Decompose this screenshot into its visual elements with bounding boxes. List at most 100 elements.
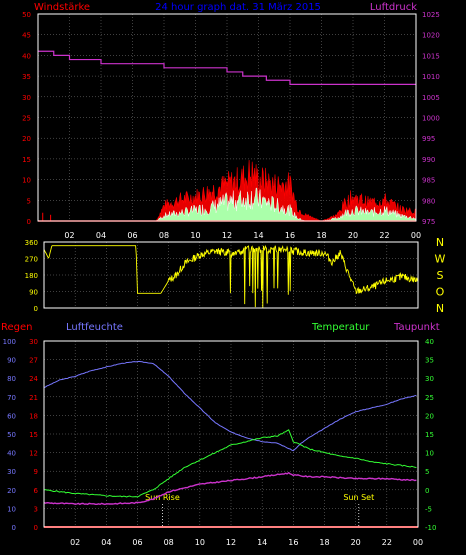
humidity-line [43, 360, 417, 452]
temperature-tick-label: 20 [425, 412, 434, 420]
rain-tick-label: 24 [29, 375, 38, 383]
temp-humidity-x-axis-labels: 02 04 06 08 10 12 14 16 18 20 22 00 [70, 538, 423, 547]
pressure-tick-label: 975 [422, 218, 435, 226]
temp-x-tick-label: 06 [132, 538, 142, 547]
direction-tick-label: 270 [25, 256, 38, 264]
temp-x-tick-label: 18 [319, 538, 329, 547]
wind-x-tick-label: 20 [348, 231, 358, 240]
temperature-tick-label: 5 [425, 468, 429, 476]
humidity-tick-label: 80 [7, 375, 16, 383]
temp-x-tick-label: 12 [226, 538, 236, 547]
rain-tick-label: 0 [34, 524, 38, 532]
humidity-tick-label: 50 [7, 431, 16, 439]
rain-tick-label: 27 [29, 357, 38, 365]
temp-x-tick-label: 02 [70, 538, 80, 547]
wind-pressure-grid [38, 14, 416, 221]
wind-tick-label: 25 [22, 115, 31, 123]
direction-tick-label: 180 [25, 272, 38, 280]
wind-tick-label: 15 [22, 156, 31, 164]
wind-axis-title: Windstärke [34, 2, 90, 13]
temp-humidity-frame [43, 340, 419, 528]
humidity-tick-label: 70 [7, 394, 16, 402]
pressure-tick-label: 1020 [422, 32, 440, 40]
temp-humidity-grid [44, 341, 418, 527]
pressure-right-axis-labels: 975 980 985 990 995 1000 1005 1010 1015 1020 1025 [422, 11, 440, 226]
humidity-tick-label: 60 [7, 412, 16, 420]
direction-tick-label: 0 [34, 305, 38, 313]
temperature-line [43, 429, 417, 498]
temp-x-tick-label: 14 [257, 538, 267, 547]
wind-tick-label: 45 [22, 32, 31, 40]
temperature-tick-label: 10 [425, 450, 434, 458]
wind-x-tick-label: 10 [190, 231, 200, 240]
temp-x-tick-label: 00 [413, 538, 423, 547]
temp-x-tick-label: 04 [101, 538, 111, 547]
rain-axis-labels: 0 3 6 9 12 15 18 21 24 27 30 [29, 338, 38, 532]
humidity-tick-label: 100 [3, 338, 16, 346]
temp-x-tick-label: 16 [288, 538, 298, 547]
dewpoint-line [43, 471, 417, 506]
rain-tick-label: 6 [34, 487, 39, 495]
wind-x-tick-label: 12 [222, 231, 232, 240]
rain-tick-label: 21 [29, 394, 38, 402]
rain-tick-label: 18 [29, 412, 38, 420]
temperature-legend-label: Temperatur [311, 322, 370, 333]
compass-label: W [435, 253, 446, 266]
wind-tick-label: 35 [22, 73, 31, 81]
temperature-tick-label: -10 [425, 524, 436, 532]
pressure-tick-label: 1025 [422, 11, 440, 19]
temp-x-tick-label: 08 [164, 538, 174, 547]
wind-x-tick-label: 18 [316, 231, 326, 240]
wind-tick-label: 10 [22, 177, 31, 185]
pressure-axis-title: Luftdruck [370, 2, 417, 13]
wind-x-tick-label: 06 [127, 231, 137, 240]
temperature-tick-label: -5 [425, 505, 432, 513]
wind-x-tick-label: 00 [411, 231, 421, 240]
direction-tick-label: 360 [25, 239, 38, 247]
pressure-line [38, 50, 416, 85]
humidity-tick-label: 20 [7, 487, 16, 495]
direction-tick-label: 90 [29, 289, 38, 297]
wind-tick-label: 5 [27, 197, 31, 205]
wind-tick-label: 40 [22, 52, 31, 60]
wind-x-tick-label: 02 [64, 231, 74, 240]
wind-x-tick-label: 04 [96, 231, 106, 240]
chart-title: 24 hour graph dat. 31 März 2015 [155, 2, 321, 13]
temperature-tick-label: 30 [425, 375, 434, 383]
rain-tick-label: 30 [29, 338, 38, 346]
wind-pressure-frame [37, 13, 417, 222]
compass-label: N [436, 236, 444, 249]
compass-label: S [437, 269, 444, 282]
humidity-tick-label: 0 [12, 524, 16, 532]
rain-tick-label: 12 [29, 450, 38, 458]
wind-tick-label: 20 [22, 135, 31, 143]
temperature-tick-label: 40 [425, 338, 434, 346]
humidity-tick-label: 90 [7, 357, 16, 365]
pressure-tick-label: 985 [422, 177, 435, 185]
humidity-axis-labels: 0 10 20 30 40 50 60 70 80 90 100 [3, 338, 16, 532]
pressure-tick-label: 990 [422, 156, 435, 164]
temp-x-tick-label: 22 [382, 538, 392, 547]
humidity-tick-label: 10 [7, 505, 16, 513]
rain-tick-label: 15 [29, 431, 38, 439]
direction-left-axis-labels: 0 90 180 270 360 [25, 239, 38, 313]
wind-tick-label: 50 [22, 11, 31, 19]
wind-pressure-x-axis-labels: 02 04 06 08 10 12 14 16 18 20 22 00 [64, 231, 421, 240]
humidity-legend-label: Luftfeuchte [66, 322, 123, 333]
temp-x-tick-label: 10 [195, 538, 205, 547]
wind-direction-frame [43, 241, 419, 309]
wind-x-tick-label: 08 [159, 231, 169, 240]
temperature-tick-label: 35 [425, 357, 434, 365]
temperature-tick-label: 25 [425, 394, 434, 402]
wind-direction-series [43, 244, 419, 308]
rain-tick-label: 9 [34, 468, 38, 476]
pressure-tick-label: 995 [422, 135, 435, 143]
wind-tick-label: 30 [22, 94, 31, 102]
temperature-tick-label: 0 [425, 487, 429, 495]
wind-x-tick-label: 22 [379, 231, 389, 240]
dewpoint-legend-label: Taupunkt [393, 322, 440, 333]
